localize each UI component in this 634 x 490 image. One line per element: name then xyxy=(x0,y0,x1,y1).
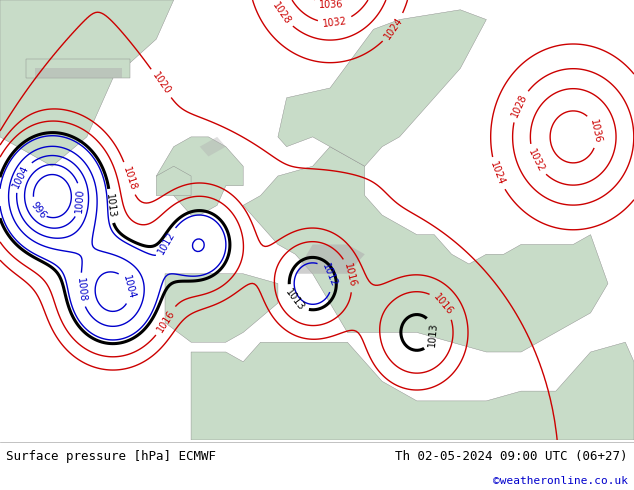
Polygon shape xyxy=(165,274,278,342)
Text: 1013: 1013 xyxy=(427,321,439,346)
Text: Th 02-05-2024 09:00 UTC (06+27): Th 02-05-2024 09:00 UTC (06+27) xyxy=(395,449,628,463)
Text: 1016: 1016 xyxy=(432,292,455,317)
Text: 1024: 1024 xyxy=(488,160,507,187)
Text: 1032: 1032 xyxy=(526,147,546,173)
Text: 1036: 1036 xyxy=(588,118,603,144)
Text: 1012: 1012 xyxy=(320,262,339,289)
Polygon shape xyxy=(157,166,191,196)
Text: 1028: 1028 xyxy=(270,0,292,26)
Text: 1004: 1004 xyxy=(121,274,137,300)
Text: 1016: 1016 xyxy=(342,262,358,288)
Text: 996: 996 xyxy=(29,199,48,220)
Polygon shape xyxy=(0,0,174,166)
Text: 1028: 1028 xyxy=(510,93,529,119)
Polygon shape xyxy=(157,137,243,215)
Text: 1012: 1012 xyxy=(156,230,177,256)
Text: 1013: 1013 xyxy=(105,193,117,219)
Text: 1016: 1016 xyxy=(155,308,177,334)
Text: Surface pressure [hPa] ECMWF: Surface pressure [hPa] ECMWF xyxy=(6,449,216,463)
Polygon shape xyxy=(278,10,486,166)
Text: ©weatheronline.co.uk: ©weatheronline.co.uk xyxy=(493,476,628,486)
Polygon shape xyxy=(295,245,382,274)
Polygon shape xyxy=(26,59,130,78)
Text: 1013: 1013 xyxy=(283,288,306,313)
Text: 1020: 1020 xyxy=(150,71,172,97)
Text: 1036: 1036 xyxy=(318,0,343,10)
Text: 1000: 1000 xyxy=(74,188,86,213)
Text: 1032: 1032 xyxy=(322,16,348,28)
Polygon shape xyxy=(35,69,122,78)
Polygon shape xyxy=(243,147,608,352)
Text: 1004: 1004 xyxy=(11,163,31,190)
Polygon shape xyxy=(200,137,226,156)
Text: 1018: 1018 xyxy=(121,165,138,192)
Text: 1008: 1008 xyxy=(75,277,87,303)
Text: 1024: 1024 xyxy=(383,15,405,41)
Polygon shape xyxy=(191,342,634,440)
